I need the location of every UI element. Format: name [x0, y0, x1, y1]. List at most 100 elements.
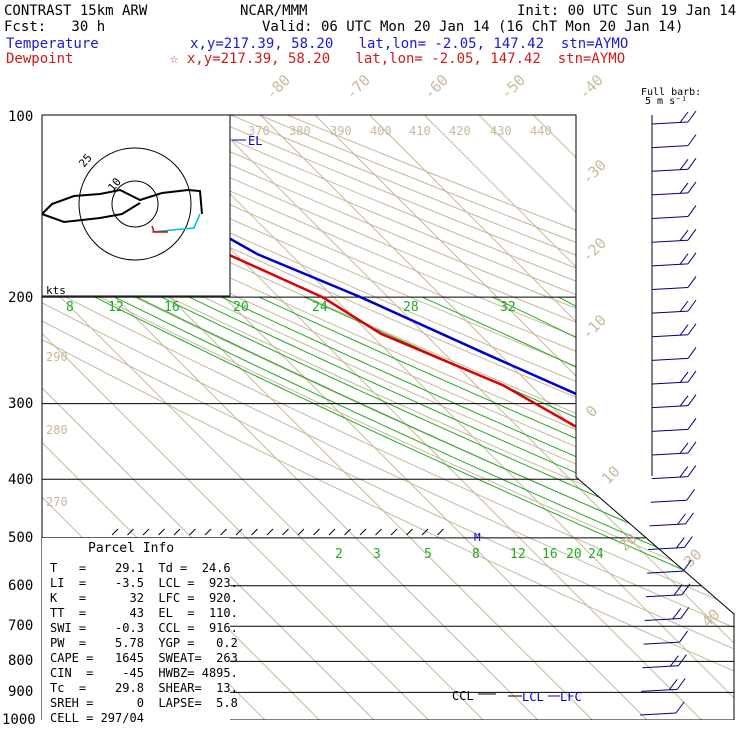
moist-adiabat — [114, 296, 734, 720]
wind-barb — [647, 570, 684, 574]
wind-barb-flag — [679, 324, 689, 336]
hodograph-cyan-segment — [151, 213, 201, 233]
theta-label: 410 — [409, 124, 431, 138]
wind-barb-flag — [687, 157, 697, 170]
wind-barb-flag — [673, 584, 683, 596]
pressure-label: 100 — [8, 109, 33, 125]
wind-barb — [644, 617, 681, 621]
wind-barb-flag — [687, 465, 697, 477]
wind-barb-flag — [679, 630, 689, 643]
hash-mark — [235, 528, 243, 536]
isotherm-line — [42, 115, 484, 720]
dewpoint-info: ☆ x,y=217.39, 58.20 lat,lon= -2.05, 147.… — [170, 51, 625, 67]
isotherm-label: 30 — [680, 545, 706, 571]
moist-adiabat — [258, 296, 734, 720]
wind-barb-flag — [685, 512, 694, 525]
wind-barb — [651, 145, 689, 149]
moist-adiabat — [358, 296, 734, 720]
wind-barb-flag — [680, 607, 690, 619]
parcel-info-rows: T = 29.1 Td = 24.6 LI = -3.5 LCL = 923. … — [50, 561, 238, 725]
dry-adiabat — [42, 115, 734, 720]
level-markers: EL M CCL LCL LFC — [232, 134, 582, 704]
mixing-ratio-label: 12 — [510, 547, 526, 562]
hash-mark — [297, 528, 305, 536]
wind-barb — [651, 192, 689, 196]
moist-adiabat — [221, 296, 734, 720]
hash-mark — [328, 528, 336, 536]
hash-mark — [406, 528, 413, 536]
wind-barb — [651, 334, 689, 338]
wind-barb — [651, 310, 689, 314]
hash-mark — [204, 528, 212, 536]
mixing-ratio-label: 24 — [588, 547, 604, 562]
theta-label: 420 — [449, 124, 471, 138]
hash-mark — [173, 528, 181, 536]
lfc-label: LFC — [560, 690, 582, 704]
isotherm-label: -30 — [578, 156, 610, 188]
temperature-line — [42, 115, 734, 720]
hodograph-trace — [41, 188, 203, 215]
hash-mark — [127, 528, 134, 536]
moist-adiabat — [558, 296, 734, 720]
mixing-ratio-label: 28 — [403, 300, 419, 315]
wind-barb-flag — [687, 252, 697, 265]
wind-barb-flag — [687, 323, 697, 336]
parcel-row: T = 29.1 Td = 24.6 — [50, 561, 231, 575]
isotherm-line — [423, 115, 734, 720]
wind-barb-flag — [675, 537, 685, 549]
wind-barb-flag — [687, 418, 697, 430]
pressure-label: 900 — [8, 684, 33, 700]
theta-labels: 370 380 390 400 410 420 430 440 290 280 … — [46, 124, 552, 509]
theta-label: 270 — [46, 495, 68, 509]
isotherm-line — [42, 115, 375, 720]
isotherm-line — [150, 115, 734, 720]
mixing-ratio-labels-upper: 8 12 16 20 24 28 32 — [66, 300, 516, 315]
isotherm-labels: -80 -70 -60 -50 -40 -30 -20 -10 0 10 20 … — [262, 71, 724, 631]
full-barb-label: Full barb: — [641, 87, 701, 98]
wind-barb-flag — [679, 182, 689, 194]
dry-adiabat — [42, 115, 734, 720]
hash-mark — [344, 528, 351, 536]
wind-barb — [648, 547, 685, 551]
mixing-ratio-label: 8 — [66, 300, 74, 315]
wind-barb-flag — [687, 394, 697, 406]
dry-adiabat — [42, 115, 734, 720]
isotherm-line — [478, 115, 734, 720]
wind-barb — [651, 286, 689, 290]
isotherm-label: 10 — [598, 462, 624, 488]
wind-barb-flag — [686, 488, 696, 501]
wind-barb — [651, 428, 689, 432]
forecast-hour: Fcst: 30 h — [4, 19, 105, 35]
isotherm-label: 40 — [698, 605, 724, 631]
mixing-ratio-label: 20 — [566, 547, 582, 562]
isotherm-line — [42, 115, 429, 720]
wind-barb-flag — [687, 347, 697, 359]
parcel-row: CAPE = 1645 SWEAT= 263 — [50, 651, 238, 665]
parcel-info-box: Parcel Info T = 29.1 Td = 24.6 LI = -3.5… — [42, 538, 238, 725]
parcel-row: CELL = 297/04 — [50, 711, 144, 725]
hash-mark — [266, 528, 274, 536]
parcel-row: Tc = 29.8 SHEAR= 13. — [50, 681, 238, 695]
dry-adiabat — [42, 115, 734, 720]
theta-label: 430 — [490, 124, 512, 138]
isotherm-line — [260, 115, 734, 720]
theta-label: 370 — [248, 124, 270, 138]
wind-barb-flag — [679, 371, 689, 383]
dewpoint-line — [46, 115, 734, 720]
mixing-ratio-label: 5 — [424, 547, 432, 562]
hash-mark — [111, 528, 119, 536]
isotherm-line — [42, 115, 539, 720]
moist-adiabat — [304, 296, 734, 720]
moist-adiabat — [161, 296, 734, 720]
isotherm-label: -60 — [420, 71, 452, 103]
pressure-label: 500 — [8, 530, 33, 546]
wind-barb — [641, 688, 678, 692]
wind-barb-flag — [679, 253, 689, 265]
barb-speed-label: 5 m s⁻¹ — [645, 96, 687, 107]
mixing-ratio-label: 3 — [373, 547, 381, 562]
wind-barb-flag — [687, 228, 697, 241]
hash-mark — [421, 528, 429, 536]
model-title: CONTRAST 15km ARW — [4, 3, 148, 19]
temperature-label: Temperature — [6, 36, 99, 52]
